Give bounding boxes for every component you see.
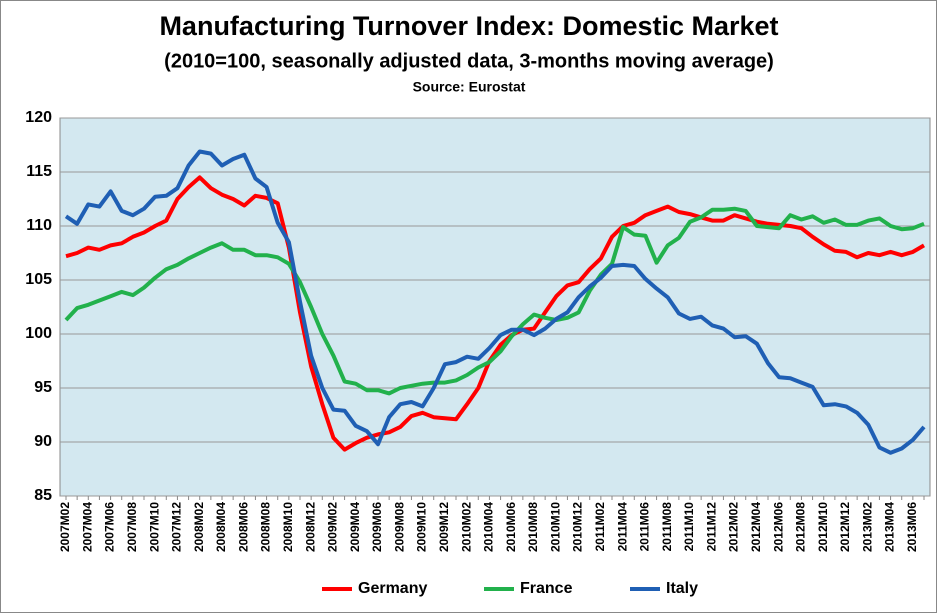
- x-tick-label: 2009M04: [348, 502, 362, 552]
- x-tick-label: 2012M06: [771, 502, 785, 552]
- y-tick-label: 100: [25, 325, 52, 342]
- x-tick-label: 2011M04: [615, 502, 629, 552]
- y-tick-label: 95: [34, 379, 52, 396]
- y-tick-label: 105: [25, 271, 52, 288]
- x-tick-label: 2011M02: [593, 502, 607, 552]
- x-tick-label: 2008M04: [214, 502, 228, 552]
- x-tick-label: 2007M12: [170, 502, 184, 552]
- x-tick-label: 2008M06: [236, 502, 250, 552]
- x-tick-label: 2007M08: [125, 502, 139, 552]
- x-tick-label: 2010M02: [459, 502, 473, 552]
- x-tick-label: 2011M10: [682, 502, 696, 552]
- x-tick-label: 2008M12: [303, 502, 317, 552]
- x-tick-label: 2012M04: [749, 502, 763, 552]
- x-tick-label: 2012M08: [794, 502, 808, 552]
- y-tick-label: 85: [34, 487, 52, 504]
- y-tick-label: 110: [26, 217, 52, 234]
- y-tick-label: 90: [34, 433, 52, 450]
- x-tick-label: 2009M12: [437, 502, 451, 552]
- x-tick-label: 2013M04: [883, 502, 897, 552]
- x-tick-label: 2009M08: [392, 502, 406, 552]
- x-tick-label: 2013M06: [905, 502, 919, 552]
- x-tick-label: 2008M02: [192, 502, 206, 552]
- legend-label: France: [520, 580, 573, 597]
- legend-label: Italy: [666, 580, 698, 597]
- x-tick-label: 2010M12: [571, 502, 585, 552]
- x-tick-label: 2007M06: [103, 502, 117, 552]
- plot-area: [59, 117, 931, 497]
- x-tick-label: 2009M06: [370, 502, 384, 552]
- x-tick-label: 2011M12: [704, 502, 718, 552]
- y-tick-label: 120: [25, 109, 52, 126]
- x-tick-label: 2012M12: [838, 502, 852, 552]
- legend-label: Germany: [358, 580, 427, 597]
- y-tick-label: 115: [26, 163, 52, 180]
- chart-source: Source: Eurostat: [413, 79, 526, 95]
- x-tick-label: 2010M10: [548, 502, 562, 552]
- series-line: [64, 206, 925, 396]
- x-tick-label: 2009M02: [326, 502, 340, 552]
- x-tick-label: 2009M10: [415, 502, 429, 552]
- chart-subtitle: (2010=100, seasonally adjusted data, 3-m…: [164, 50, 774, 72]
- x-tick-label: 2008M10: [281, 502, 295, 552]
- x-tick-label: 2011M06: [638, 502, 652, 552]
- x-tick-label: 2010M04: [482, 502, 496, 552]
- x-tick-label: 2012M02: [727, 502, 741, 552]
- x-tick-label: 2012M10: [816, 502, 830, 552]
- x-tick-label: 2007M02: [58, 502, 72, 552]
- x-tick-label: 2013M02: [860, 502, 874, 552]
- series-line: [64, 149, 926, 455]
- x-tick-label: 2007M10: [147, 502, 161, 552]
- x-tick-label: 2007M04: [80, 502, 94, 552]
- x-tick-label: 2010M08: [526, 502, 540, 552]
- x-tick-label: 2010M06: [504, 502, 518, 552]
- x-tick-label: 2011M08: [660, 502, 674, 552]
- chart-title: Manufacturing Turnover Index: Domestic M…: [159, 11, 778, 41]
- x-tick-label: 2008M08: [259, 502, 273, 552]
